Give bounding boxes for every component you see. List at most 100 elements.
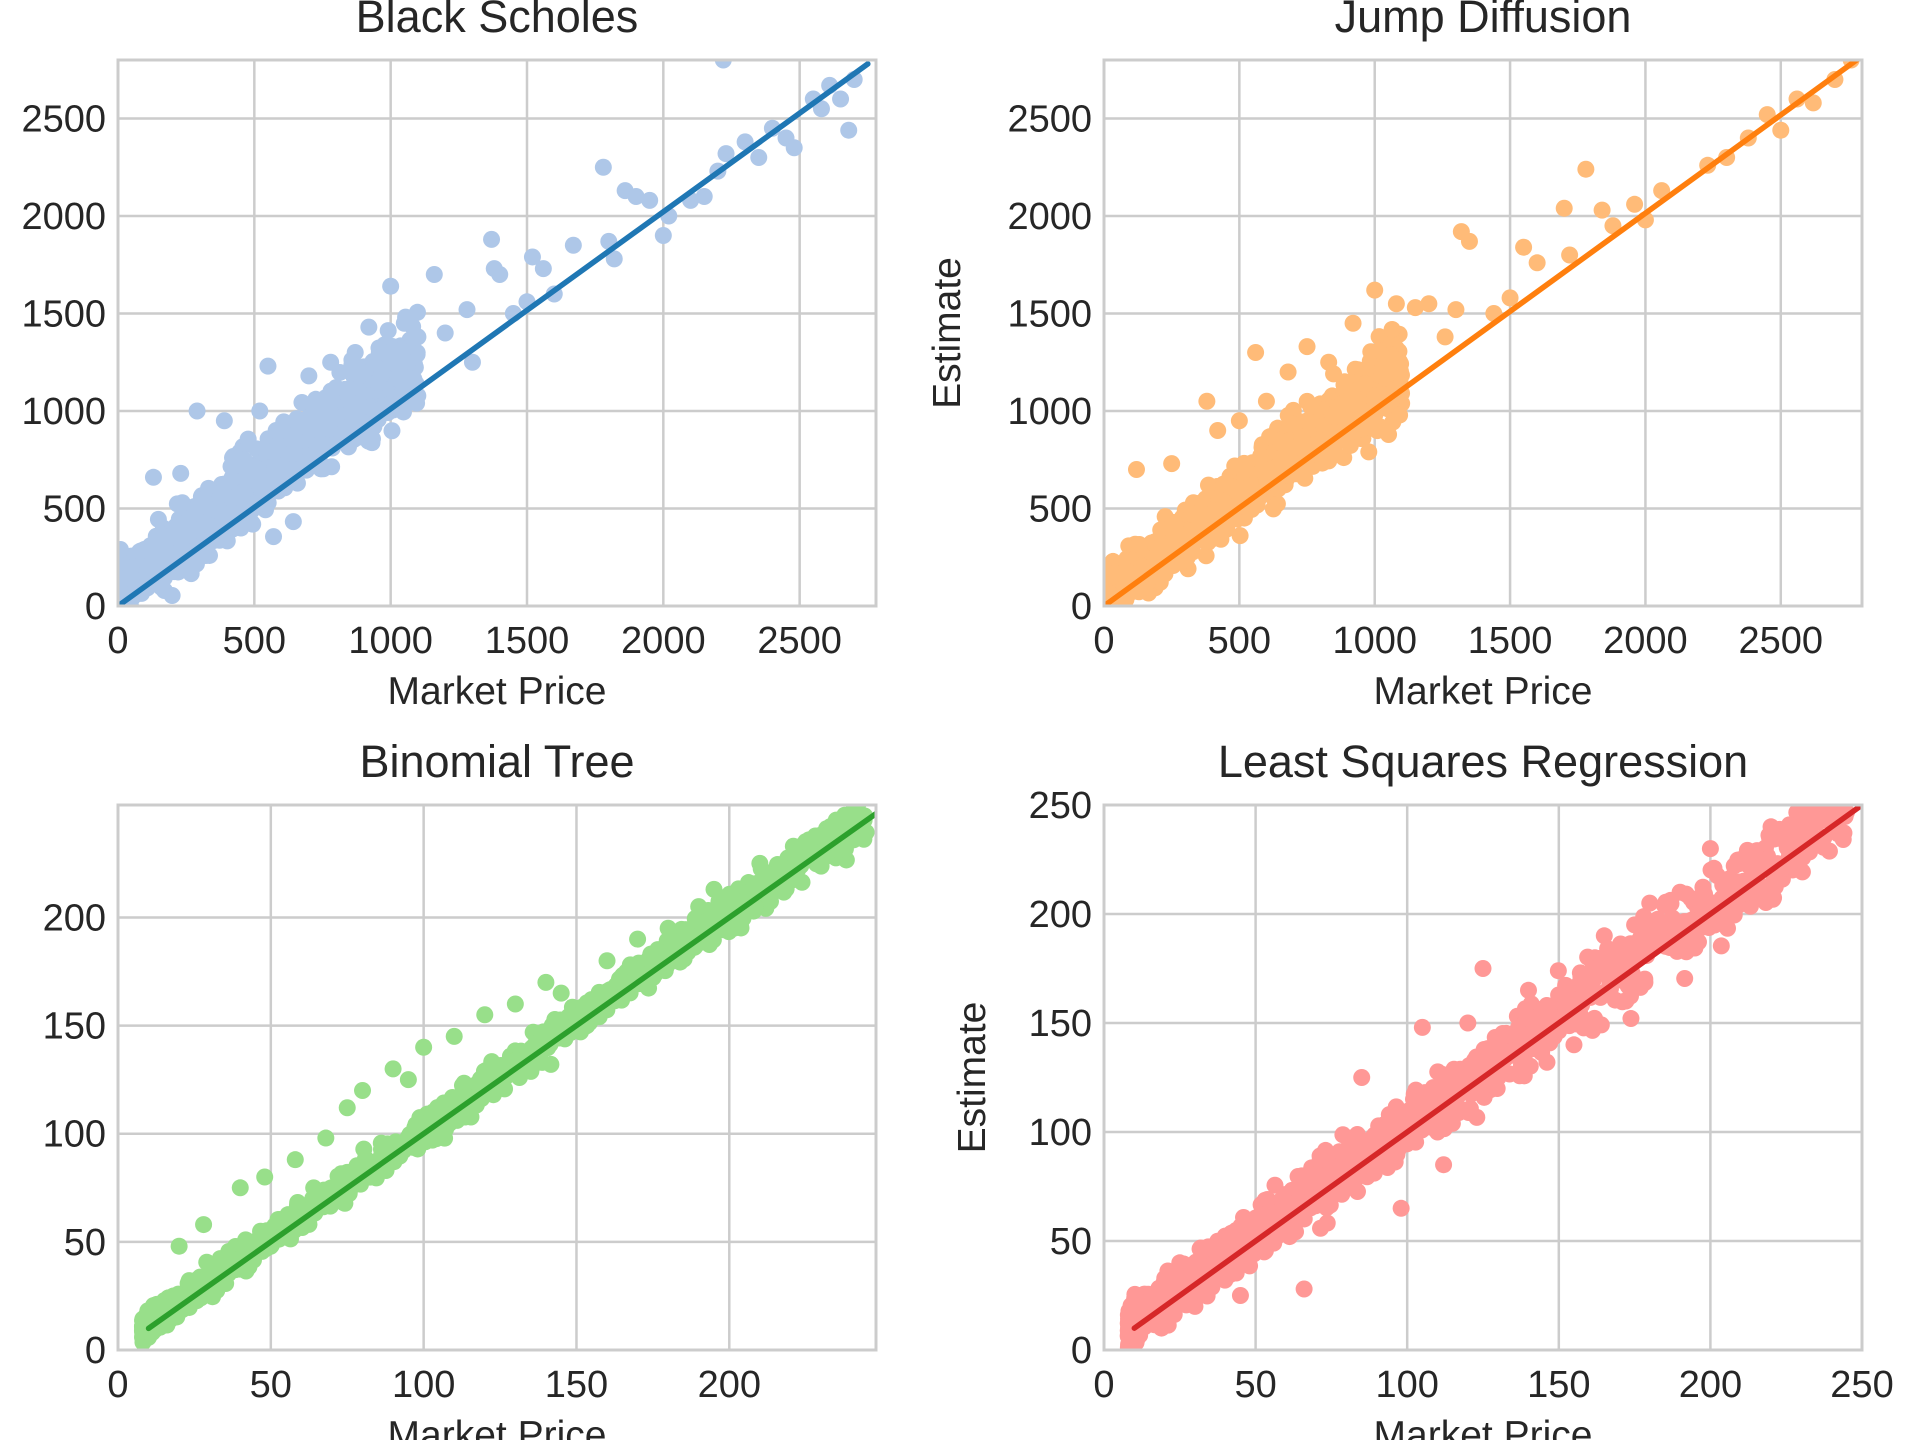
data-point — [1515, 238, 1533, 256]
x-axis-label: Market Price — [388, 670, 607, 713]
data-point — [594, 158, 612, 176]
data-point — [744, 875, 762, 893]
chart-panel-2: 0 500 1000 1500 2000 250005001000150020002500… — [926, 0, 1864, 713]
chart-title: Black Scholes — [356, 0, 639, 42]
data-point — [1577, 160, 1595, 178]
data-point — [1447, 301, 1465, 319]
data-point — [231, 1179, 249, 1197]
data-point — [1320, 353, 1338, 371]
data-point — [1215, 494, 1233, 512]
x-tick-label: 200 — [698, 1364, 761, 1406]
data-point — [1163, 455, 1181, 473]
data-point — [605, 250, 623, 268]
data-point — [1284, 401, 1302, 419]
data-point — [721, 885, 739, 903]
data-point — [395, 314, 413, 332]
fit-line — [1104, 60, 1862, 606]
x-tick-label: 150 — [545, 1364, 608, 1406]
data-point — [395, 376, 413, 394]
data-point — [705, 880, 723, 898]
plot-frame — [116, 58, 878, 608]
data-point — [140, 559, 158, 577]
data-point — [1360, 443, 1378, 461]
data-point — [360, 318, 378, 336]
data-point — [346, 344, 364, 361]
chart-panel-1: 0 500 1000 1500 2000 250005001000150020002500… — [21, 0, 878, 713]
y-tick-label: 0 — [1071, 586, 1092, 628]
data-point — [379, 322, 397, 340]
data-point — [1593, 201, 1611, 219]
data-point — [215, 412, 233, 430]
data-point — [775, 883, 793, 901]
data-point — [314, 460, 332, 478]
data-point — [383, 422, 401, 440]
data-point — [399, 1071, 417, 1089]
plot-frame — [116, 803, 878, 1352]
data-point — [1387, 295, 1405, 313]
plot-frame — [1102, 58, 1864, 608]
x-tick-label: 2500 — [1739, 620, 1824, 662]
data-point — [237, 1234, 255, 1252]
y-tick-label: 1000 — [21, 391, 106, 433]
y-tick-label: 1500 — [21, 294, 106, 336]
data-point — [445, 1027, 463, 1045]
data-point — [409, 328, 427, 346]
y-tick-label: 0 — [85, 586, 106, 628]
data-point — [1226, 457, 1244, 475]
data-point — [118, 541, 129, 559]
y-tick-label: 200 — [43, 897, 106, 939]
data-point — [641, 191, 659, 209]
data-point — [314, 436, 332, 454]
data-point — [1247, 344, 1265, 361]
data-point — [552, 1011, 570, 1029]
data-point — [1376, 357, 1394, 375]
data-point — [1361, 352, 1379, 370]
data-point — [1155, 521, 1173, 539]
data-point — [750, 149, 768, 166]
data-point — [122, 570, 140, 588]
data-point — [267, 422, 285, 439]
data-point — [1231, 527, 1249, 545]
data-point — [463, 353, 481, 371]
x-tick-label: 1000 — [1332, 620, 1417, 662]
data-point — [627, 188, 645, 205]
data-point — [436, 324, 454, 342]
data-point — [832, 90, 850, 108]
data-point — [172, 464, 190, 482]
data-point — [202, 517, 220, 535]
data-point — [152, 578, 170, 596]
data-point — [409, 1140, 427, 1158]
x-axis-label: Market Price — [1374, 670, 1593, 713]
data-point — [483, 230, 501, 248]
data-point — [1159, 535, 1177, 553]
x-tick-label: 500 — [1208, 620, 1271, 662]
data-point — [286, 1151, 304, 1169]
data-point — [320, 399, 338, 417]
data-point — [1214, 475, 1232, 493]
data-point — [1622, 1010, 1640, 1028]
data-point — [1198, 392, 1216, 410]
data-point — [354, 398, 372, 416]
data-point — [766, 865, 784, 883]
data-point — [1772, 121, 1790, 139]
data-point — [157, 531, 175, 549]
data-point — [1343, 383, 1361, 401]
x-tick-label: 0 — [107, 1364, 128, 1406]
x-tick-label: 100 — [392, 1364, 455, 1406]
data-point — [691, 910, 709, 928]
data-point — [717, 145, 735, 163]
data-point — [1406, 299, 1424, 317]
fit-line — [118, 61, 871, 606]
data-point — [458, 301, 476, 319]
y-axis-label: Estimate — [926, 257, 969, 409]
data-point — [827, 811, 845, 829]
y-tick-label: 2000 — [1007, 196, 1092, 238]
x-tick-label: 1500 — [485, 620, 570, 662]
data-point — [659, 919, 677, 937]
data-point — [1371, 418, 1389, 436]
data-point — [1302, 397, 1320, 415]
data-point — [170, 1237, 188, 1255]
y-tick-label: 500 — [43, 489, 106, 531]
data-point — [382, 277, 400, 295]
data-point — [797, 833, 815, 851]
